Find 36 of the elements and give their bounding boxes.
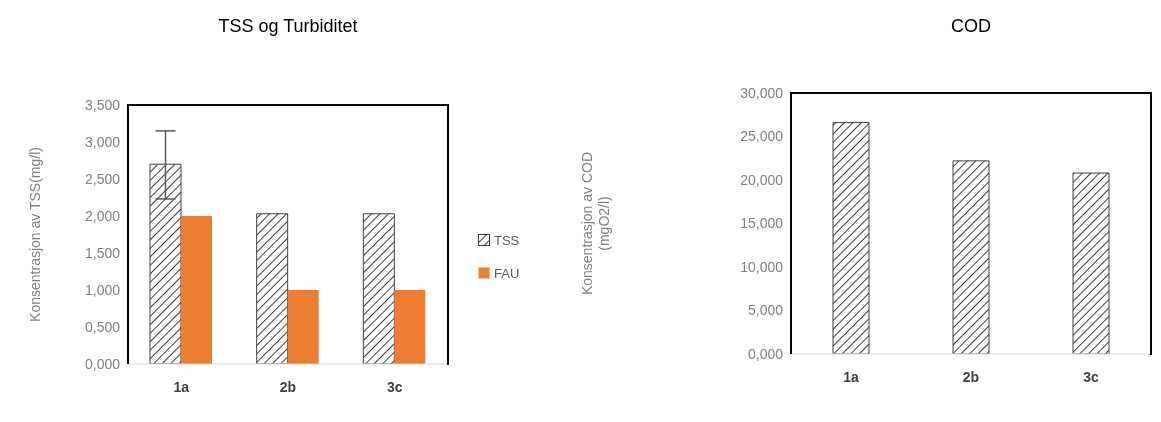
y-tick-label: 25,000 <box>740 128 784 145</box>
y-tick-label: 0,000 <box>747 345 784 362</box>
legend-label: FAU <box>494 265 520 281</box>
bar <box>394 290 426 364</box>
y-tick-label: 15,000 <box>740 215 784 232</box>
y-tick-label: 3,000 <box>84 133 121 150</box>
y-tick-label: 1,000 <box>84 281 121 298</box>
bar <box>832 122 870 354</box>
legend-label: TSS <box>494 232 520 248</box>
bar <box>287 290 319 364</box>
y-tick-label: 1,500 <box>84 244 121 261</box>
x-tick-label: 2b <box>279 378 297 395</box>
y-tick-label: 20,000 <box>740 171 784 188</box>
y-tick-label: 0,000 <box>84 355 121 372</box>
bar <box>181 216 212 364</box>
x-tick-label: 3c <box>386 378 403 395</box>
y-axis-title: Konsentrasjon av TSS(mg/l) <box>27 147 43 322</box>
bar <box>362 213 395 364</box>
y-tick-label: 0,500 <box>84 318 121 335</box>
x-tick-label: 2b <box>962 368 980 385</box>
y-tick-label: 10,000 <box>740 258 784 275</box>
chart-title: COD <box>950 16 992 37</box>
y-tick-label: 30,000 <box>740 84 784 101</box>
x-tick-label: 1a <box>173 378 190 395</box>
bar <box>149 163 182 364</box>
chart-title: TSS og Turbiditet <box>217 16 359 37</box>
y-tick-label: 2,500 <box>84 170 121 187</box>
x-tick-label: 1a <box>843 368 859 385</box>
y-tick-label: 3,500 <box>84 96 121 113</box>
y-tick-label: 2,000 <box>84 207 121 224</box>
y-tick-label: 5,000 <box>747 302 784 319</box>
bar <box>1072 172 1110 354</box>
y-axis-title: Konsentrasjon av COD (mgO2/l) <box>579 151 612 296</box>
x-tick-label: 3c <box>1083 368 1099 385</box>
bar <box>256 213 289 364</box>
bar <box>952 160 990 354</box>
